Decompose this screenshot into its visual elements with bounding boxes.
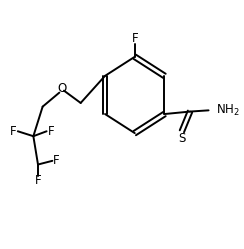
Text: F: F <box>35 174 41 187</box>
Text: F: F <box>10 125 17 138</box>
Text: S: S <box>178 132 186 145</box>
Text: F: F <box>47 125 54 138</box>
Text: NH$_2$: NH$_2$ <box>215 103 239 118</box>
Text: O: O <box>57 82 66 95</box>
Text: F: F <box>53 154 60 167</box>
Text: F: F <box>132 32 138 45</box>
